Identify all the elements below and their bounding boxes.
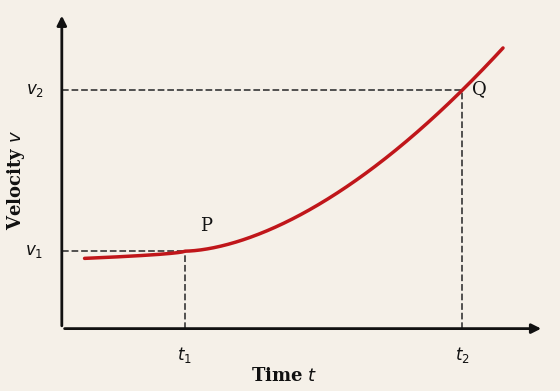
Text: $v_2$: $v_2$ bbox=[26, 82, 44, 99]
Text: Q: Q bbox=[472, 80, 487, 98]
Text: P: P bbox=[200, 217, 213, 235]
Text: Velocity $\mathit{v}$: Velocity $\mathit{v}$ bbox=[6, 130, 27, 230]
Text: $v_1$: $v_1$ bbox=[25, 243, 44, 260]
Text: $t_1$: $t_1$ bbox=[177, 345, 192, 365]
Text: $t_2$: $t_2$ bbox=[455, 345, 469, 365]
Text: Time $\mathit{t}$: Time $\mathit{t}$ bbox=[251, 367, 318, 386]
